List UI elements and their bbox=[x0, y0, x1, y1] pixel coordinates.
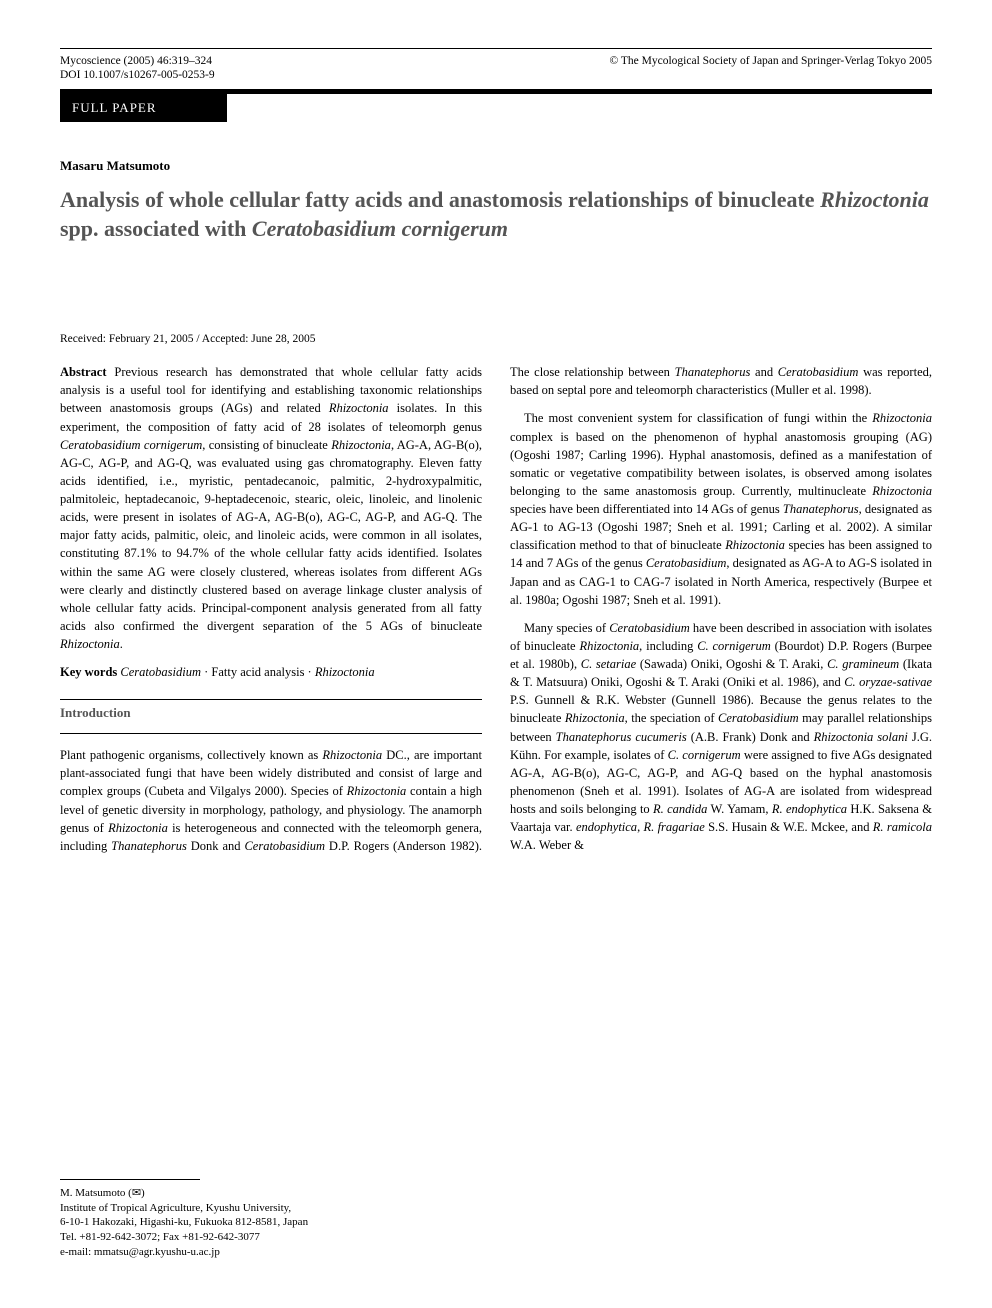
genus-italic: Ceratobasidium bbox=[244, 839, 325, 853]
abstract-text: . bbox=[120, 637, 123, 651]
corresponding-author-footer: M. Matsumoto (✉) Institute of Tropical A… bbox=[60, 1179, 470, 1260]
genus-italic: Rhizoctonia bbox=[60, 637, 120, 651]
genus-italic: R. candida bbox=[653, 802, 707, 816]
title-part: spp. associated with bbox=[60, 216, 252, 241]
author-name: Masaru Matsumoto bbox=[60, 158, 932, 174]
footer-author: M. Matsumoto (✉) bbox=[60, 1186, 470, 1201]
genus-italic: Rhizoctonia bbox=[565, 711, 625, 725]
genus-italic: Ceratobasidium cornigerum bbox=[60, 438, 202, 452]
genus-italic: Rhizoctonia bbox=[329, 401, 389, 415]
doi-text: DOI 10.1007/s10267-005-0253-9 bbox=[60, 69, 932, 81]
footer-author-name: M. Matsumoto ( bbox=[60, 1187, 132, 1199]
footer-author-close: ) bbox=[141, 1187, 145, 1199]
body-text: (Sawada) Oniki, Ogoshi & T. Araki, bbox=[636, 657, 827, 671]
keyword-sep: · Fatty acid analysis · bbox=[201, 665, 315, 679]
intro-paragraph-3: Many species of Ceratobasidium have been… bbox=[510, 619, 932, 855]
genus-italic: R. ramicola bbox=[873, 820, 932, 834]
body-text: , the speciation of bbox=[625, 711, 718, 725]
received-accepted: Received: February 21, 2005 / Accepted: … bbox=[60, 333, 932, 345]
body-text: W.A. Weber & bbox=[510, 838, 584, 852]
section-rule bbox=[60, 733, 482, 734]
meta-row: Mycoscience (2005) 46:319–324 © The Myco… bbox=[60, 55, 932, 67]
genus-italic: Thanatephorus bbox=[783, 502, 859, 516]
genus-italic: C. oryzae-sativae bbox=[844, 675, 932, 689]
genus-italic: Ceratobasidium bbox=[778, 365, 859, 379]
footer-tel-fax: Tel. +81-92-642-3072; Fax +81-92-642-307… bbox=[60, 1230, 470, 1245]
journal-ref: Mycoscience (2005) 46:319–324 bbox=[60, 55, 212, 67]
genus-italic: Rhizoctonia solani bbox=[814, 730, 908, 744]
body-text: Donk and bbox=[187, 839, 245, 853]
genus-italic: Thanatephorus cucumeris bbox=[556, 730, 687, 744]
genus-italic: Ceratobasidium bbox=[609, 621, 690, 635]
genus-italic: Rhizoctonia bbox=[579, 639, 639, 653]
top-rule bbox=[60, 48, 932, 49]
keywords-line: Key words Ceratobasidium · Fatty acid an… bbox=[60, 663, 482, 681]
title-italic: Ceratobasidium cornigerum bbox=[252, 216, 508, 241]
abstract-text: , AG-A, AG-B(o), AG-C, AG-P, and AG-Q, w… bbox=[60, 438, 482, 633]
body-text: and bbox=[750, 365, 777, 379]
keyword-italic: Rhizoctonia bbox=[315, 665, 375, 679]
two-column-body: Abstract Previous research has demonstra… bbox=[60, 363, 932, 859]
body-text: , including bbox=[639, 639, 697, 653]
keyword-italic: Ceratobasidium bbox=[120, 665, 201, 679]
genus-italic: endophytica bbox=[576, 820, 637, 834]
body-text: Plant pathogenic organisms, collectively… bbox=[60, 748, 322, 762]
section-heading-introduction: Introduction bbox=[60, 704, 482, 723]
genus-italic: R. fragariae bbox=[644, 820, 705, 834]
genus-italic: Rhizoctonia bbox=[725, 538, 785, 552]
footer-email: e-mail: mmatsu@agr.kyushu-u.ac.jp bbox=[60, 1245, 470, 1260]
body-text: complex is based on the phenomenon of hy… bbox=[510, 430, 932, 498]
genus-italic: C. cornigerum bbox=[697, 639, 771, 653]
body-text: S.S. Husain & W.E. Mckee, and bbox=[705, 820, 873, 834]
genus-italic: Rhizoctonia bbox=[331, 438, 391, 452]
footer-affiliation: Institute of Tropical Agriculture, Kyush… bbox=[60, 1201, 470, 1216]
keywords-label: Key words bbox=[60, 665, 117, 679]
genus-italic: Ceratobasidium bbox=[646, 556, 727, 570]
genus-italic: Thanatephorus bbox=[111, 839, 187, 853]
intro-paragraph-2: The most convenient system for classific… bbox=[510, 409, 932, 608]
genus-italic: Thanatephorus bbox=[675, 365, 751, 379]
body-text: Many species of bbox=[524, 621, 609, 635]
genus-italic: Rhizoctonia bbox=[322, 748, 382, 762]
title-part: Analysis of whole cellular fatty acids a… bbox=[60, 187, 820, 212]
section-rule bbox=[60, 699, 482, 700]
body-text: W. Yamam, bbox=[707, 802, 772, 816]
footer-address: 6-10-1 Hakozaki, Higashi-ku, Fukuoka 812… bbox=[60, 1215, 470, 1230]
genus-italic: C. gramineum bbox=[827, 657, 899, 671]
abstract-label: Abstract bbox=[60, 365, 107, 379]
footer-rule bbox=[60, 1179, 200, 1180]
genus-italic: Rhizoctonia bbox=[872, 484, 932, 498]
abstract-paragraph: Abstract Previous research has demonstra… bbox=[60, 363, 482, 653]
title-italic: Rhizoctonia bbox=[820, 187, 929, 212]
genus-italic: Rhizoctonia bbox=[872, 411, 932, 425]
body-text: species have been differentiated into 14… bbox=[510, 502, 783, 516]
article-type-badge: FULL PAPER bbox=[60, 94, 227, 122]
genus-italic: C. setariae bbox=[581, 657, 636, 671]
body-text: (A.B. Frank) Donk and bbox=[687, 730, 814, 744]
genus-italic: Rhizoctonia bbox=[108, 821, 168, 835]
genus-italic: R. endophytica bbox=[772, 802, 847, 816]
genus-italic: C. cornigerum bbox=[668, 748, 741, 762]
genus-italic: Rhizoctonia bbox=[347, 784, 407, 798]
abstract-text: , consisting of binucleate bbox=[202, 438, 331, 452]
body-text: The most convenient system for classific… bbox=[524, 411, 872, 425]
copyright-text: © The Mycological Society of Japan and S… bbox=[610, 55, 933, 67]
envelope-icon: ✉ bbox=[132, 1186, 141, 1201]
article-title: Analysis of whole cellular fatty acids a… bbox=[60, 186, 932, 243]
genus-italic: Ceratobasidium bbox=[718, 711, 799, 725]
